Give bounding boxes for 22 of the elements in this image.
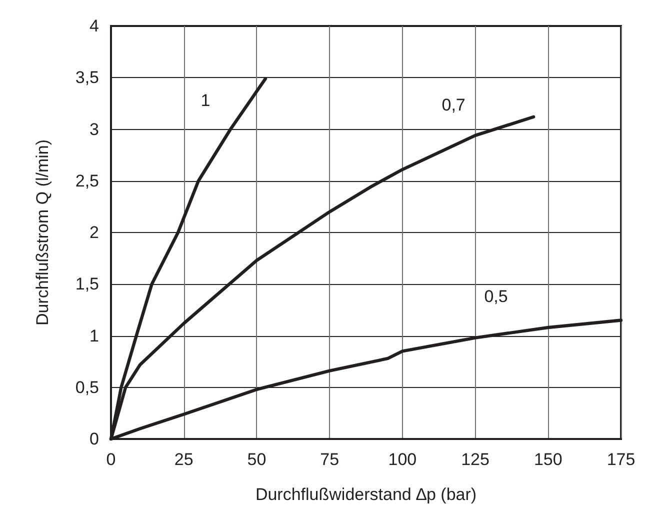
y-tick-label: 2,5 <box>75 171 99 190</box>
series-label: 0,7 <box>442 95 466 114</box>
y-tick-label: 0 <box>90 430 99 448</box>
x-tick-label: 50 <box>247 450 266 469</box>
x-tick-label: 100 <box>388 450 417 469</box>
series-label: 1 <box>200 91 210 110</box>
y-tick-label: 4 <box>90 16 99 36</box>
y-tick-label: 3,5 <box>75 68 99 88</box>
x-tick-label: 125 <box>461 450 490 469</box>
y-tick-label: 1,5 <box>75 274 99 294</box>
x-tick-label: 25 <box>174 450 194 469</box>
x-tick-label: 75 <box>320 450 340 469</box>
x-axis-title: Durchflußwiderstand ∆p (bar) <box>255 485 477 504</box>
y-tick-label: 3 <box>90 120 99 139</box>
series-label: 0,5 <box>484 286 508 306</box>
y-axis-title: Durchflußstrom Q (l/min) <box>33 139 52 326</box>
x-tick-label: 0 <box>106 450 116 469</box>
y-tick-label: 1 <box>90 326 99 346</box>
y-tick-label: 2 <box>90 223 99 242</box>
y-tick-label: 0,5 <box>75 378 99 397</box>
x-tick-label: 150 <box>534 450 562 469</box>
x-tick-label: 175 <box>606 450 636 469</box>
